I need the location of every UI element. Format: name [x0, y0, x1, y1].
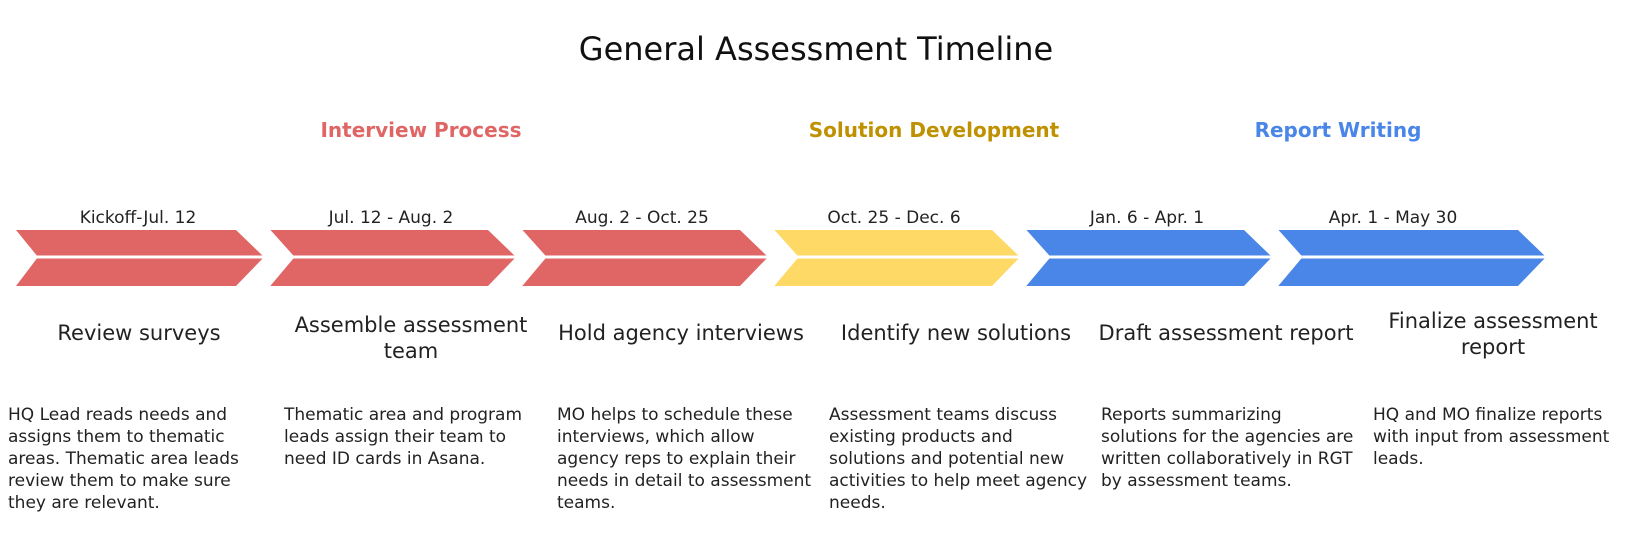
step-date: Kickoff-Jul. 12: [79, 208, 197, 228]
step-date: Apr. 1 - May 30: [1328, 208, 1458, 228]
timeline-arrows: [0, 230, 1632, 290]
step-title: Finalize assessment report: [1388, 309, 1598, 359]
diagram-title: General Assessment Timeline: [578, 30, 1054, 68]
step-description: MO helps to schedule these interviews, w…: [557, 405, 812, 513]
step-title: Review surveys: [57, 321, 221, 345]
step-date: Jul. 12 - Aug. 2: [328, 208, 454, 228]
step-description: Thematic area and program leads assign t…: [284, 405, 522, 469]
step-title: Identify new solutions: [840, 321, 1072, 345]
step-description: HQ Lead reads needs and assigns them to …: [8, 405, 239, 513]
step-date: Aug. 2 - Oct. 25: [575, 208, 709, 228]
step-description: Reports summarizing solutions for the ag…: [1101, 405, 1354, 491]
step-title: Draft assessment report: [1098, 321, 1354, 345]
step-description: HQ and MO finalize reports with input fr…: [1373, 405, 1610, 469]
phase-label-interview: Interview Process: [320, 118, 522, 142]
step-date: Jan. 6 - Apr. 1: [1089, 208, 1205, 228]
step-title: Assemble assessment team: [294, 313, 528, 363]
step-description: Assessment teams discuss existing produc…: [829, 405, 1088, 513]
phase-label-report: Report Writing: [1254, 118, 1422, 142]
phase-label-solution: Solution Development: [808, 118, 1060, 142]
step-title: Hold agency interviews: [558, 321, 804, 345]
step-date: Oct. 25 - Dec. 6: [827, 208, 961, 228]
